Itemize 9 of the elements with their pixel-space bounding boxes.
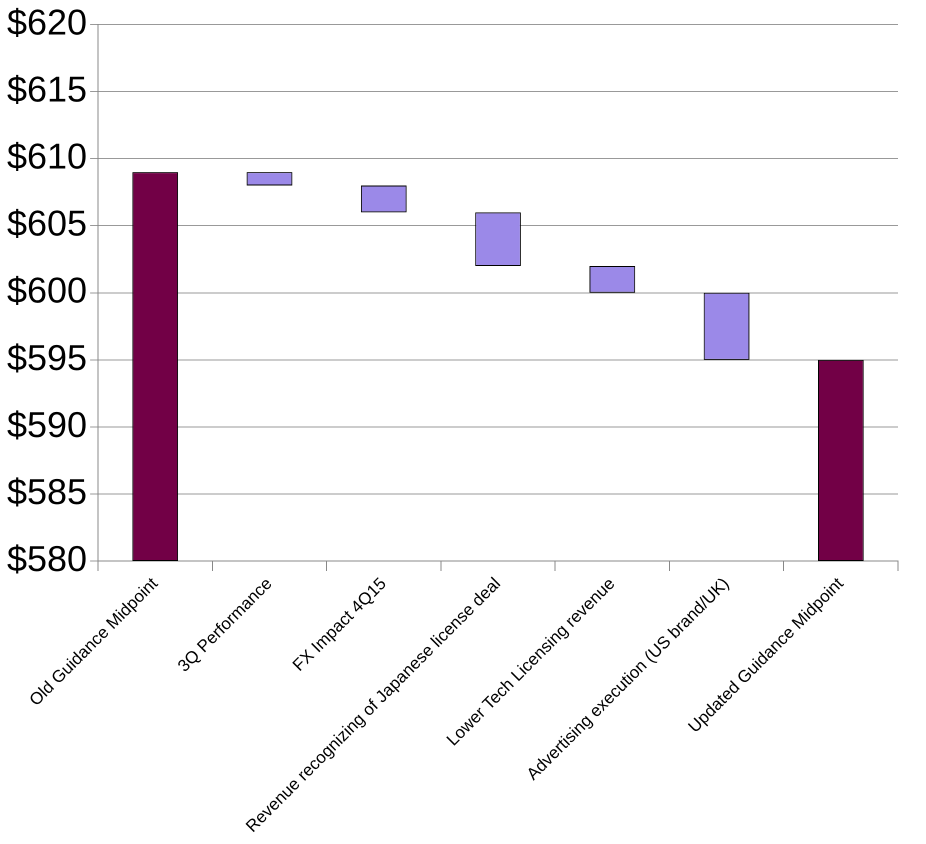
y-tick-label: $605 — [6, 202, 88, 244]
y-tick-label: $580 — [6, 538, 88, 579]
y-tick-label: $620 — [6, 2, 88, 43]
y-tick-label: $600 — [6, 270, 88, 311]
y-tick-label: $615 — [6, 68, 88, 110]
y-tick-label: $590 — [6, 404, 88, 445]
y-tick-label: $595 — [6, 336, 88, 378]
y-tick-label: $610 — [6, 136, 88, 177]
y-tick-label: $585 — [6, 470, 88, 512]
